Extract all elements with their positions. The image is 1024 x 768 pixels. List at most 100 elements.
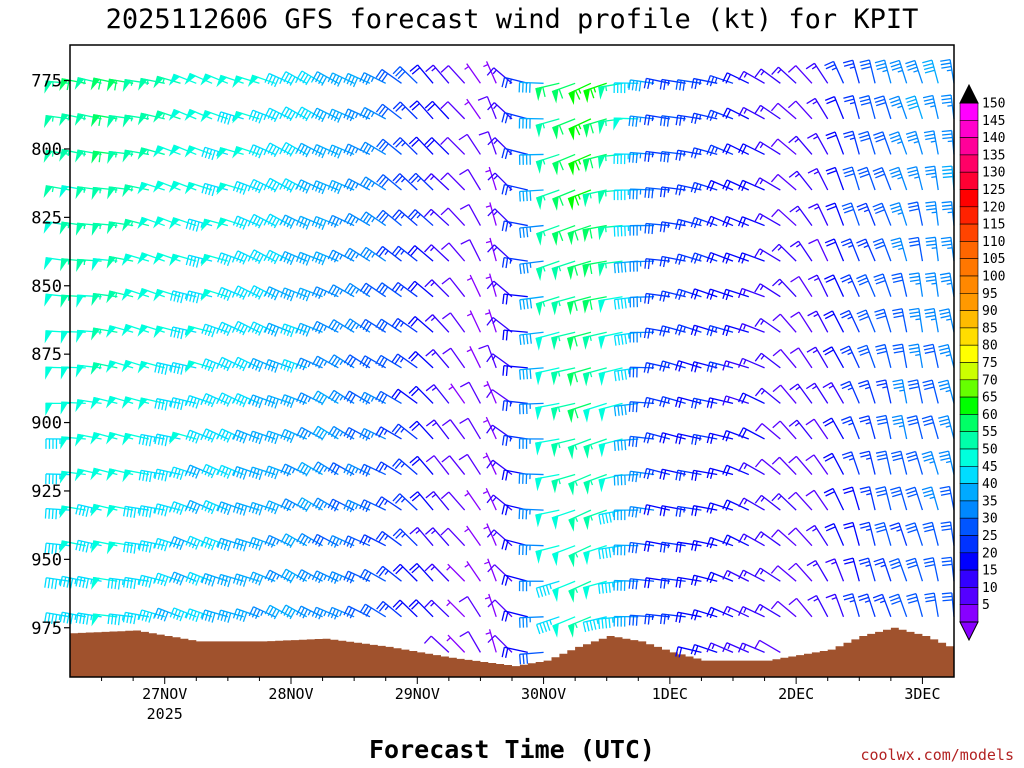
barb-staff [694,609,718,618]
barb-half-feather [578,88,582,94]
barb-feather [299,144,305,155]
wind-barb [598,331,623,350]
wind-barb [106,290,134,304]
barb-feather [51,578,54,589]
wind-barb [137,181,165,195]
wind-barb [770,173,797,191]
wind-barb [264,534,292,548]
wind-barb [518,544,544,556]
barb-half-feather [651,79,654,85]
barb-feather [905,486,916,491]
barb-feather [892,244,903,249]
barb-feather [258,326,264,336]
barb-feather [427,103,436,112]
wind-barb [857,593,876,618]
barb-staff [948,308,955,333]
barb-feather [675,577,679,588]
barb-feather [305,326,311,337]
wind-barb [359,106,387,120]
barb-feather [362,357,369,367]
barb-feather [722,465,728,475]
barb-feather [311,286,318,297]
wind-barb [888,131,908,155]
barb-half-feather [339,575,343,581]
barb-half-feather [370,147,375,153]
x-tick-label: 27NOV [142,685,187,703]
barb-staff [777,102,797,120]
barb-feather [425,491,435,499]
colorbar-swatch [959,448,979,467]
wind-barb [122,114,150,128]
wind-barb [459,631,481,653]
barb-feather [891,564,902,570]
barb-feather [604,618,608,629]
colorbar-swatch [959,396,979,415]
barb-feather [924,272,936,275]
wind-barb [137,324,165,337]
wind-barb [392,528,418,547]
wind-barb [107,186,134,200]
barb-feather [207,575,213,586]
barb-half-feather [795,243,801,248]
barb-staff [743,497,765,511]
barb-half-feather [484,561,490,565]
barb-feather [666,152,670,163]
barb-feather [754,318,762,328]
credit-link[interactable]: coolwx.com/models [860,746,1014,764]
barb-staff [380,390,402,404]
barb-feather [923,422,934,427]
wind-barb [359,499,386,513]
wind-barb [122,469,150,483]
barb-feather [682,80,686,91]
wind-barb [659,151,686,163]
barb-feather [487,137,496,146]
barb-feather [201,183,206,194]
barb-feather [207,503,213,513]
barb-half-feather [485,240,492,244]
barb-feather [286,74,293,85]
barb-feather [315,392,322,402]
wind-barb [44,507,71,520]
barb-feather [923,130,934,134]
colorbar-label: 105 [982,252,1005,267]
barb-half-feather [400,428,405,433]
wind-barb [185,464,213,479]
barb-half-feather [367,537,372,543]
wind-barb [312,390,339,406]
barb-feather [635,116,638,127]
barb-pennant [169,253,180,267]
barb-feather [164,506,169,517]
wind-barb [690,397,718,409]
wind-barb [582,331,607,350]
barb-feather [675,646,679,657]
colorbar-swatch [959,344,979,363]
barb-half-feather [849,101,856,105]
barb-staff [815,560,829,582]
barb-pennant [153,288,165,302]
barb-feather [824,313,835,320]
wind-barb [889,166,908,191]
wind-barb [425,64,450,84]
barb-half-feather [698,255,702,261]
wind-barb [906,415,924,440]
barb-pennant [551,230,559,246]
barb-half-feather [627,369,630,375]
wind-barb [907,201,924,226]
barb-feather [808,238,818,245]
barb-feather [169,571,175,582]
barb-feather [539,623,544,634]
barb-feather [875,173,885,179]
barb-staff [466,454,481,475]
barb-feather [318,110,324,121]
barb-feather [617,299,620,310]
wind-barb [738,70,765,84]
barb-half-feather [651,152,654,158]
barb-half-feather [431,493,437,498]
x-tick-sublabel: 2025 [147,705,183,723]
colorbar-swatch [959,241,979,259]
barb-feather [691,540,695,551]
barb-half-feather [698,435,702,441]
wind-barb [924,272,939,297]
barb-feather [318,573,324,584]
barb-half-feather [727,361,730,367]
